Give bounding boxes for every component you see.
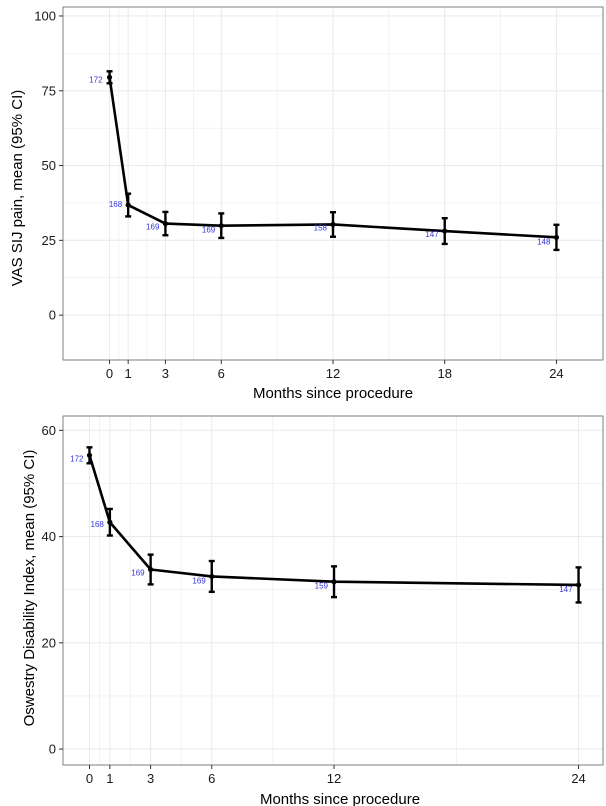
sample-size-label: 169 [202, 226, 216, 235]
y-tick-label: 20 [42, 635, 56, 650]
x-tick-label: 1 [106, 771, 113, 786]
sample-size-label: 159 [315, 582, 329, 591]
data-point [442, 228, 448, 234]
y-tick-label: 25 [42, 233, 56, 248]
sample-size-label: 158 [314, 223, 328, 232]
x-tick-label: 0 [86, 771, 93, 786]
sample-size-label: 169 [131, 569, 145, 578]
y-tick-label: 0 [49, 308, 56, 323]
data-point [148, 566, 154, 573]
sample-size-label: 147 [559, 585, 573, 594]
x-tick-label: 12 [326, 366, 340, 381]
sample-size-label: 147 [425, 230, 439, 239]
y-axis-title: Oswestry Disability Index, mean (95% CI) [21, 450, 38, 727]
data-point [209, 573, 215, 580]
x-tick-label: 6 [218, 366, 225, 381]
x-tick-label: 0 [106, 366, 113, 381]
sample-size-label: 148 [537, 237, 551, 246]
y-axis-title: VAS SIJ pain, mean (95% CI) [9, 90, 26, 286]
y-tick-label: 60 [42, 423, 56, 438]
sample-size-label: 172 [70, 454, 84, 463]
y-tick-label: 40 [42, 529, 56, 544]
data-point [125, 202, 131, 208]
x-axis-title: Months since procedure [260, 791, 420, 806]
data-point [106, 74, 113, 80]
x-tick-label: 24 [571, 771, 585, 786]
data-point [575, 582, 582, 588]
sample-size-label: 172 [89, 75, 103, 84]
x-tick-label: 1 [125, 366, 132, 381]
x-tick-label: 3 [147, 771, 154, 786]
sample-size-label: 168 [91, 520, 105, 529]
data-point [162, 220, 169, 227]
y-tick-label: 0 [49, 742, 56, 757]
x-axis-title: Months since procedure [253, 385, 413, 402]
y-tick-label: 100 [34, 8, 56, 23]
data-point [553, 234, 560, 240]
y-tick-label: 75 [42, 83, 56, 98]
sample-size-label: 169 [146, 223, 160, 232]
x-tick-label: 18 [437, 366, 451, 381]
data-point [86, 452, 93, 458]
panel-border [62, 415, 604, 766]
x-tick-label: 24 [549, 366, 563, 381]
x-tick-label: 3 [162, 366, 169, 381]
data-point [218, 223, 224, 229]
series-line [88, 454, 579, 587]
x-tick-label: 12 [327, 771, 341, 786]
data-point [331, 579, 337, 585]
data-point [107, 519, 113, 525]
x-tick-label: 6 [208, 771, 215, 786]
y-tick-label: 50 [42, 158, 56, 173]
sample-size-label: 168 [109, 200, 123, 209]
data-point [330, 221, 336, 228]
sample-size-label: 169 [192, 576, 206, 585]
